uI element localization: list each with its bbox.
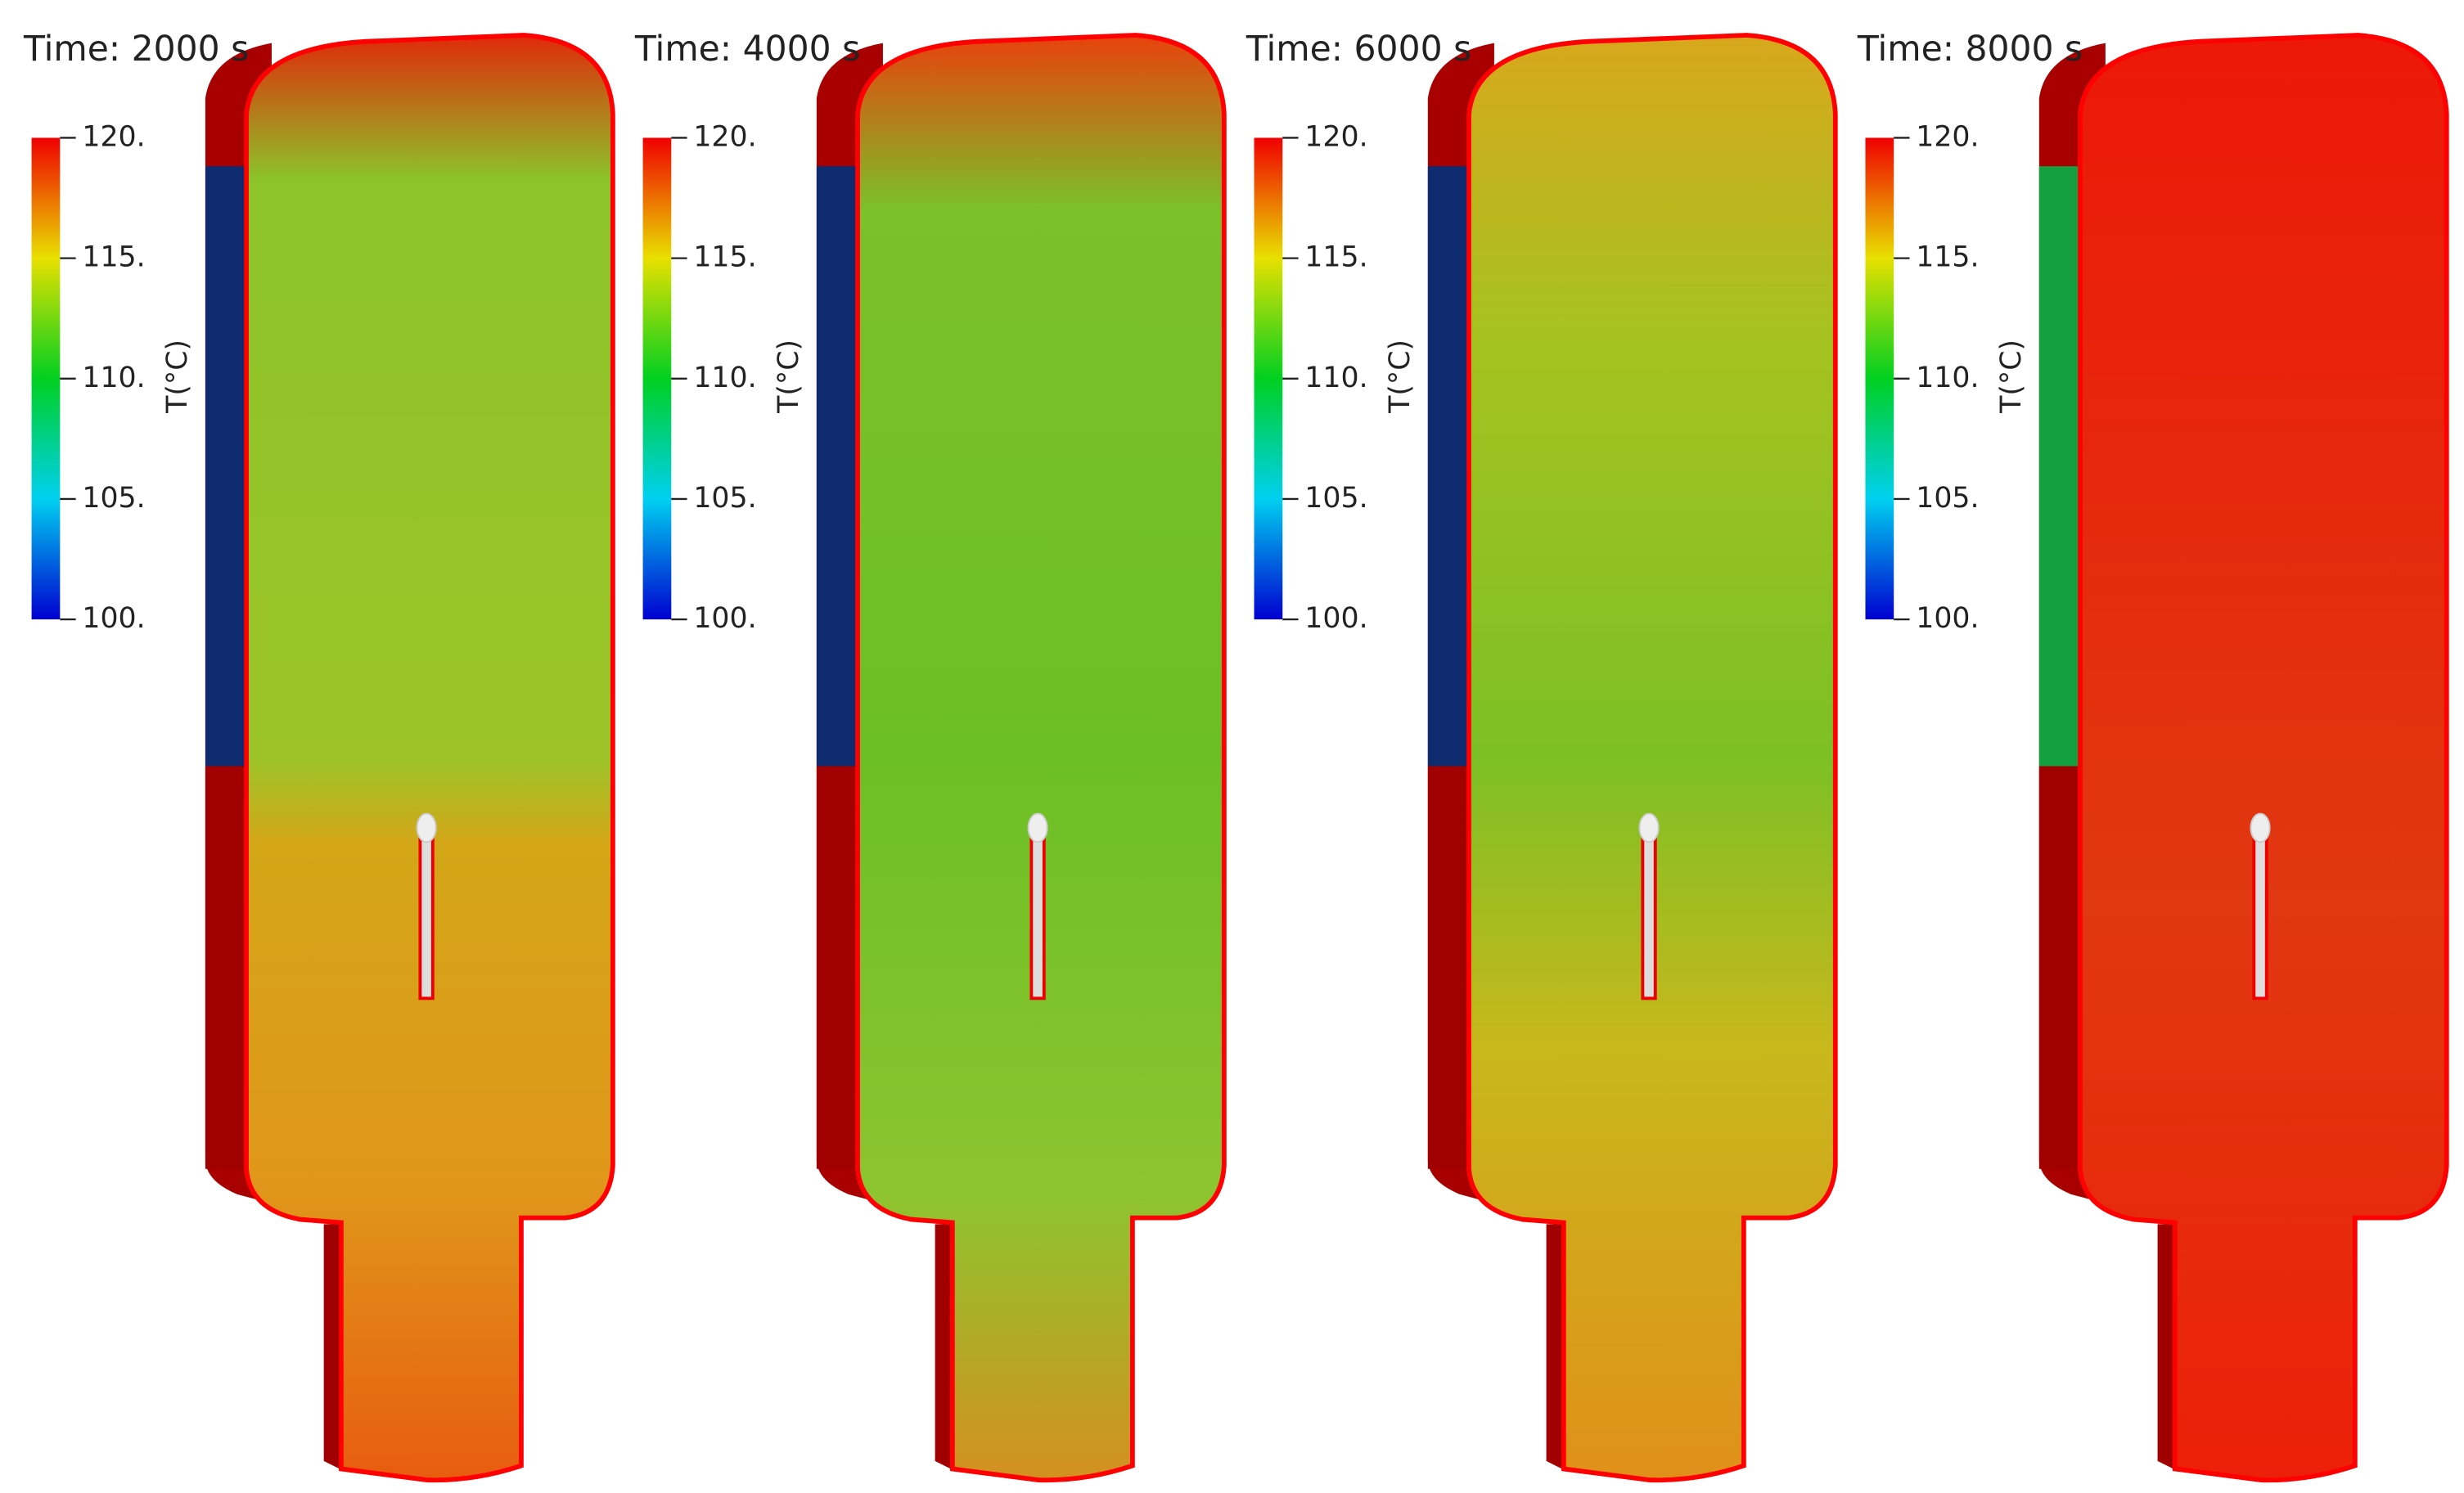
neck-back — [935, 1224, 951, 1469]
colorbar-tick-label: 100. — [693, 602, 756, 635]
colorbar-tick-label: 105. — [1916, 482, 1979, 515]
neck-back — [2157, 1224, 2173, 1469]
colorbar-tick-label: 120. — [82, 120, 145, 153]
vessel-body — [855, 33, 1227, 1483]
panel: Time: 6000 s 120. 115. 110. 105. 100. T(°C) — [1246, 29, 1838, 1483]
probe — [1029, 835, 1046, 1001]
colorbar-tick-label: 105. — [82, 482, 145, 515]
colorbar-tick-label: 110. — [82, 362, 145, 394]
panel-title: Time: 2000 s — [23, 29, 249, 70]
colorbar-tick-label: 115. — [1916, 241, 1979, 274]
vessel-body — [244, 33, 615, 1483]
colorbar-label: T(°C) — [773, 340, 805, 414]
panel-title: Time: 6000 s — [1246, 29, 1471, 70]
colorbar-tick-label: 115. — [693, 241, 756, 274]
colorbar-label: T(°C) — [1384, 340, 1417, 414]
panel: Time: 8000 s 120. 115. 110. 105. 100. T(°C) — [1857, 29, 2449, 1483]
probe — [1641, 835, 1657, 1001]
neck-back — [1546, 1224, 1562, 1469]
vessel-body — [2078, 33, 2449, 1483]
colorbar-tick-label: 110. — [1916, 362, 1979, 394]
wall-lower — [816, 766, 858, 1169]
probe — [2252, 835, 2268, 1001]
colorbar — [642, 137, 672, 620]
colorbar-tick-label: 110. — [693, 362, 756, 394]
neck-back — [323, 1224, 340, 1469]
wall-strip — [816, 166, 858, 767]
colorbar-tick-label: 120. — [1916, 120, 1979, 153]
colorbar-tick-label: 105. — [693, 482, 756, 515]
colorbar-tick-label: 100. — [1916, 602, 1979, 635]
panel: Time: 4000 s 120. 115. 110. 105. 100. T(°C) — [634, 29, 1227, 1483]
probe-tip — [1638, 812, 1660, 843]
colorbar — [1254, 137, 1283, 620]
wall-strip — [205, 166, 247, 767]
colorbar-tick-label: 120. — [693, 120, 756, 153]
panel-title: Time: 4000 s — [634, 29, 860, 70]
panel: Time: 2000 s 120. 115. 110. 105. 100. T(°C) — [23, 29, 615, 1483]
probe-tip — [2250, 812, 2271, 843]
colorbar — [1865, 137, 1894, 620]
colorbar — [31, 137, 61, 620]
wall-lower — [2038, 766, 2080, 1169]
colorbar-tick-label: 105. — [1304, 482, 1367, 515]
panel-title: Time: 8000 s — [1857, 29, 2083, 70]
probe-tip — [1027, 812, 1048, 843]
colorbar-label: T(°C) — [161, 340, 194, 414]
colorbar-tick-label: 110. — [1304, 362, 1367, 394]
probe-tip — [416, 812, 437, 843]
colorbar-tick-label: 100. — [82, 602, 145, 635]
wall-strip — [1427, 166, 1470, 767]
wall-lower — [205, 766, 247, 1169]
probe — [418, 835, 435, 1001]
colorbar-tick-label: 120. — [1304, 120, 1367, 153]
wall-lower — [1427, 766, 1470, 1169]
colorbar-tick-label: 100. — [1304, 602, 1367, 635]
wall-strip — [2038, 166, 2080, 767]
colorbar-tick-label: 115. — [1304, 241, 1367, 274]
colorbar-label: T(°C) — [1995, 340, 2028, 414]
colorbar-tick-label: 115. — [82, 241, 145, 274]
vessel-body — [1466, 33, 1838, 1483]
